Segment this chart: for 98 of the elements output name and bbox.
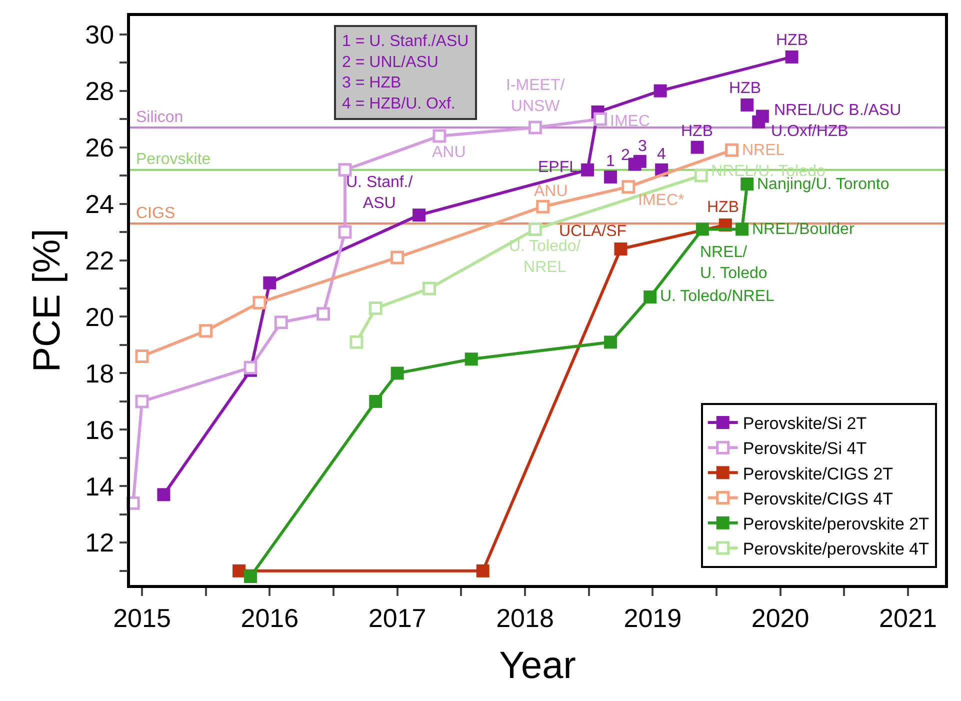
y-tick-label: 14 bbox=[85, 471, 114, 502]
point bbox=[135, 350, 149, 364]
legend-label: Perovskite/CIGS 4T bbox=[742, 489, 894, 508]
legend-label: Perovskite/perovskite 2T bbox=[742, 514, 929, 534]
annotation: NREL/ U. Toledo bbox=[700, 244, 768, 282]
point bbox=[528, 222, 542, 236]
point bbox=[614, 242, 628, 256]
point bbox=[740, 98, 754, 112]
point bbox=[390, 250, 404, 264]
point bbox=[464, 352, 478, 366]
y-tick-label: 16 bbox=[85, 414, 114, 445]
annotation: I-MEET/ UNSW bbox=[506, 77, 566, 115]
point bbox=[232, 564, 246, 578]
annotation: Nanjing/U. Toronto bbox=[757, 176, 890, 193]
annotation: 4 = HZB/U. Oxf. bbox=[342, 95, 456, 112]
point bbox=[528, 120, 542, 134]
point bbox=[350, 335, 364, 349]
annotation: IMEC* bbox=[638, 192, 684, 209]
point bbox=[199, 324, 213, 338]
x-tick-label: 2020 bbox=[751, 602, 810, 633]
y-tick-label: 26 bbox=[85, 132, 114, 162]
annotation: HZB bbox=[707, 199, 739, 216]
x-tick-label: 2018 bbox=[496, 602, 554, 633]
point bbox=[622, 180, 636, 194]
legend-label: Perovskite/perovskite 4T bbox=[742, 540, 929, 559]
point bbox=[690, 140, 704, 154]
annotation: 2 = UNL/ASU bbox=[342, 54, 438, 71]
legend-label: Perovskite/Si 2T bbox=[742, 414, 867, 434]
point bbox=[432, 129, 446, 143]
annotation: 3 = HZB bbox=[342, 74, 402, 92]
point bbox=[604, 336, 618, 349]
x-tick-label: 2017 bbox=[368, 602, 426, 633]
point bbox=[785, 50, 798, 64]
point bbox=[316, 307, 330, 321]
point bbox=[536, 200, 550, 214]
point bbox=[725, 143, 739, 157]
point bbox=[368, 302, 382, 316]
legend-label: Perovskite/CIGS 2T bbox=[742, 464, 894, 484]
annotation: NREL/UC B./ASU bbox=[774, 102, 902, 119]
y-tick-label: 20 bbox=[85, 302, 114, 332]
annotation: 1 bbox=[606, 153, 615, 170]
point bbox=[422, 282, 436, 296]
annotation: 4 bbox=[657, 146, 666, 163]
annotation: IMEC bbox=[610, 113, 650, 130]
point bbox=[604, 170, 618, 184]
annotation: 2 bbox=[621, 147, 630, 164]
annotation: NREL/Boulder bbox=[752, 221, 855, 238]
point bbox=[694, 168, 708, 182]
ref-line-label: Perovskite bbox=[136, 151, 211, 168]
annotation: ANU bbox=[534, 183, 568, 200]
point bbox=[412, 208, 426, 222]
ref-line-label: CIGS bbox=[136, 205, 176, 222]
point bbox=[244, 360, 258, 374]
y-tick-label: 22 bbox=[85, 245, 114, 276]
annotation: HZB bbox=[776, 32, 808, 49]
annotation: U.Oxf/HZB bbox=[771, 123, 848, 140]
y-tick-label: 30 bbox=[85, 19, 114, 50]
annotation: U. Toledo/NREL bbox=[660, 288, 775, 305]
point bbox=[252, 296, 266, 310]
annotation: HZB bbox=[729, 80, 761, 97]
point bbox=[338, 225, 352, 239]
y-tick-label: 12 bbox=[85, 528, 114, 558]
x-tick-label: 2015 bbox=[113, 602, 171, 633]
annotation: U. Stanf./ ASU bbox=[346, 174, 414, 212]
point bbox=[644, 290, 657, 304]
x-tick-label: 2021 bbox=[879, 602, 937, 633]
point bbox=[736, 222, 749, 236]
point bbox=[654, 84, 667, 98]
point bbox=[752, 115, 766, 128]
annotation: UCLA/SF bbox=[559, 223, 627, 240]
point bbox=[594, 112, 608, 126]
point bbox=[157, 488, 170, 502]
x-tick-label: 2019 bbox=[624, 602, 682, 633]
annotation: NREL bbox=[742, 142, 785, 159]
point bbox=[476, 564, 490, 578]
x-tick-label: 2016 bbox=[240, 602, 299, 633]
annotation: ANU bbox=[432, 144, 466, 161]
point bbox=[263, 276, 276, 290]
annotation: 1 = U. Stanf./ASU bbox=[342, 33, 469, 50]
y-tick-label: 24 bbox=[85, 188, 114, 219]
y-tick-label: 28 bbox=[85, 76, 114, 106]
point bbox=[338, 163, 352, 177]
x-axis-title: Year bbox=[499, 645, 576, 688]
point bbox=[390, 366, 404, 380]
point bbox=[581, 163, 594, 176]
point bbox=[244, 570, 258, 584]
point bbox=[274, 316, 288, 330]
point bbox=[633, 154, 646, 168]
annotation: 3 bbox=[638, 138, 647, 155]
point bbox=[696, 222, 709, 236]
annotation: HZB bbox=[681, 123, 713, 140]
point bbox=[369, 394, 382, 408]
point bbox=[135, 394, 149, 408]
y-tick-label: 18 bbox=[85, 358, 114, 388]
ref-line-label: Silicon bbox=[136, 109, 184, 126]
legend-label: Perovskite/Si 4T bbox=[742, 439, 867, 458]
point bbox=[740, 178, 754, 191]
y-axis-title: PCE [%] bbox=[26, 228, 68, 372]
